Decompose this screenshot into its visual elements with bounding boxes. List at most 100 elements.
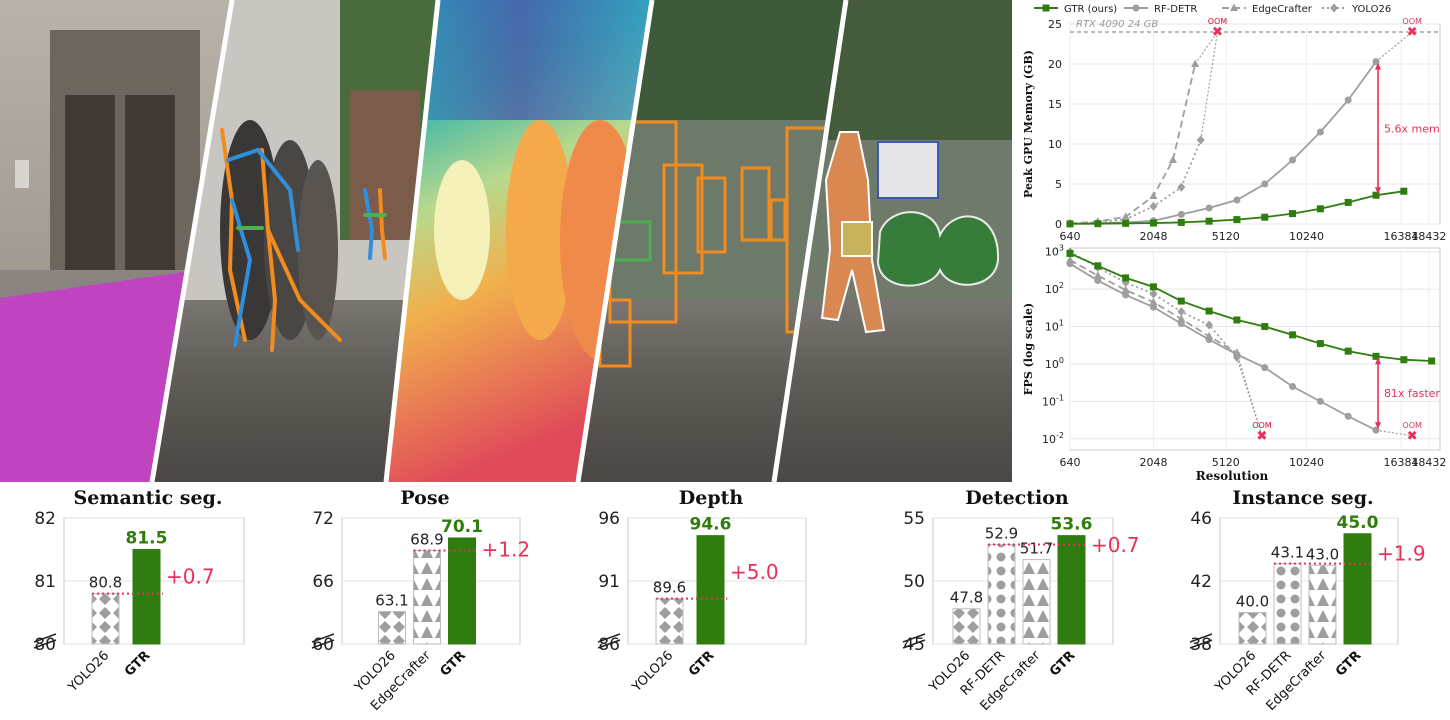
y-tick-label: 72 [312, 509, 334, 529]
bar-value-label: 63.1 [375, 591, 408, 609]
bar-value-label: 70.1 [441, 517, 483, 537]
data-point [1344, 412, 1352, 420]
axis-break [311, 633, 335, 643]
data-point [1372, 191, 1380, 199]
y-tick-label: 81 [34, 572, 56, 592]
y-tick-label: 66 [312, 572, 334, 592]
bar-chart-detection: Detection45505547.8YOLO2652.9RF-DETR51.7… [902, 487, 1140, 714]
data-point [1205, 204, 1213, 212]
series-line [1069, 252, 1432, 362]
data-point [1191, 59, 1200, 67]
arrow-head [1375, 357, 1382, 365]
data-point [1261, 323, 1269, 331]
category-label: YOLO26 [629, 648, 676, 695]
data-point [1177, 320, 1185, 328]
delta-label: +1.9 [1377, 542, 1426, 566]
axis-break [902, 639, 926, 649]
bar-value-label: 68.9 [410, 531, 443, 549]
data-point [1205, 336, 1213, 344]
data-point [1205, 320, 1214, 330]
task-bar-charts: Semantic seg.80818280.8YOLO2681.5GTR+0.7… [33, 487, 1426, 714]
data-point [1149, 219, 1157, 227]
y-tick-label: 50 [903, 572, 925, 592]
bar-edgecrafter [1022, 559, 1051, 645]
x-tick-label: 18432 [1411, 456, 1446, 469]
data-point [1149, 191, 1158, 199]
data-point [1261, 213, 1269, 221]
bar-yolo26 [91, 593, 120, 645]
data-point [1177, 210, 1185, 218]
annotation-label: 81x faster [1384, 387, 1440, 400]
data-point [1122, 219, 1130, 227]
y-tick-label: 10 [1048, 138, 1062, 151]
x-tick-label: 5120 [1212, 456, 1240, 469]
legend-marker [1042, 4, 1050, 12]
series-line [1069, 139, 1202, 225]
data-point [1261, 180, 1269, 188]
oom-label: OOM [1208, 17, 1228, 26]
axis-break [902, 633, 926, 643]
bar-yolo26 [952, 608, 981, 645]
data-point [1400, 356, 1408, 364]
data-point [1177, 307, 1186, 317]
y-tick-label: 101 [1045, 319, 1064, 334]
series-line [1069, 262, 1377, 431]
bar-edgecrafter [1308, 564, 1337, 645]
bar-chart-instance: Instance seg.38424640.0YOLO2643.1RF-DETR… [1189, 487, 1426, 714]
data-point [1177, 218, 1185, 226]
x-axis-label: Resolution [1196, 469, 1269, 482]
x-tick-label: 10240 [1289, 230, 1324, 243]
delta-label: +0.7 [166, 565, 215, 589]
y-tick-label: 42 [1190, 572, 1212, 592]
bar-value-label: 89.6 [653, 579, 686, 597]
bar-value-label: 40.0 [1236, 593, 1269, 611]
data-point [1093, 271, 1102, 279]
series-rf-detr: ✖OOM [1066, 260, 1422, 444]
data-point [1316, 205, 1324, 213]
chart-title: Semantic seg. [74, 487, 223, 509]
bar-yolo26 [378, 610, 406, 645]
data-point [1066, 260, 1074, 268]
x-tick-label: 640 [1060, 456, 1081, 469]
axis-break [33, 633, 57, 643]
bar-edgecrafter [413, 550, 441, 645]
category-label: GTR [122, 648, 153, 679]
data-point [1261, 364, 1269, 372]
delta-label: +1.2 [482, 537, 531, 561]
x-tick-label: 18432 [1411, 230, 1446, 243]
x-tick-label: 10240 [1289, 456, 1324, 469]
bar-value-label: 43.1 [1271, 544, 1304, 562]
bar-gtr [696, 535, 725, 645]
oom-label: OOM [1402, 17, 1422, 26]
bar-gtr [132, 549, 161, 645]
y-tick-label: 25 [1048, 18, 1062, 31]
y-axis-label: FPS (log scale) [1022, 303, 1035, 396]
oom-connector [1236, 352, 1263, 436]
data-point [1428, 357, 1436, 365]
data-point [1289, 156, 1297, 164]
series-gtr-ours- [1066, 249, 1436, 365]
axis-break [1189, 639, 1213, 649]
y-tick-label: 15 [1048, 98, 1062, 111]
data-point [1177, 297, 1185, 305]
oom-connector [1194, 31, 1218, 65]
series-line [1069, 63, 1197, 225]
data-point [1316, 397, 1324, 405]
y-tick-label: 103 [1045, 244, 1064, 259]
axis-break [33, 639, 57, 649]
bar-rf-detr [1273, 563, 1302, 645]
legend-label: EdgeCrafter [1252, 4, 1313, 15]
x-tick-label: 640 [1060, 230, 1081, 243]
bar-yolo26 [1238, 612, 1267, 645]
scaling-charts: GTR (ours) RF-DETR EdgeCrafter YOLO26051015… [1022, 3, 1446, 482]
chart-title: Instance seg. [1232, 487, 1373, 509]
oom-label: OOM [1208, 17, 1228, 26]
bar-value-label: 51.7 [1020, 540, 1053, 558]
legend-marker [1330, 3, 1338, 13]
data-point [1121, 212, 1130, 220]
chart-title: Pose [400, 487, 449, 509]
category-label: YOLO26 [65, 648, 112, 695]
x-tick-label: 16384 [1384, 230, 1419, 243]
x-tick-label: 2048 [1139, 456, 1167, 469]
data-point [1233, 316, 1241, 324]
